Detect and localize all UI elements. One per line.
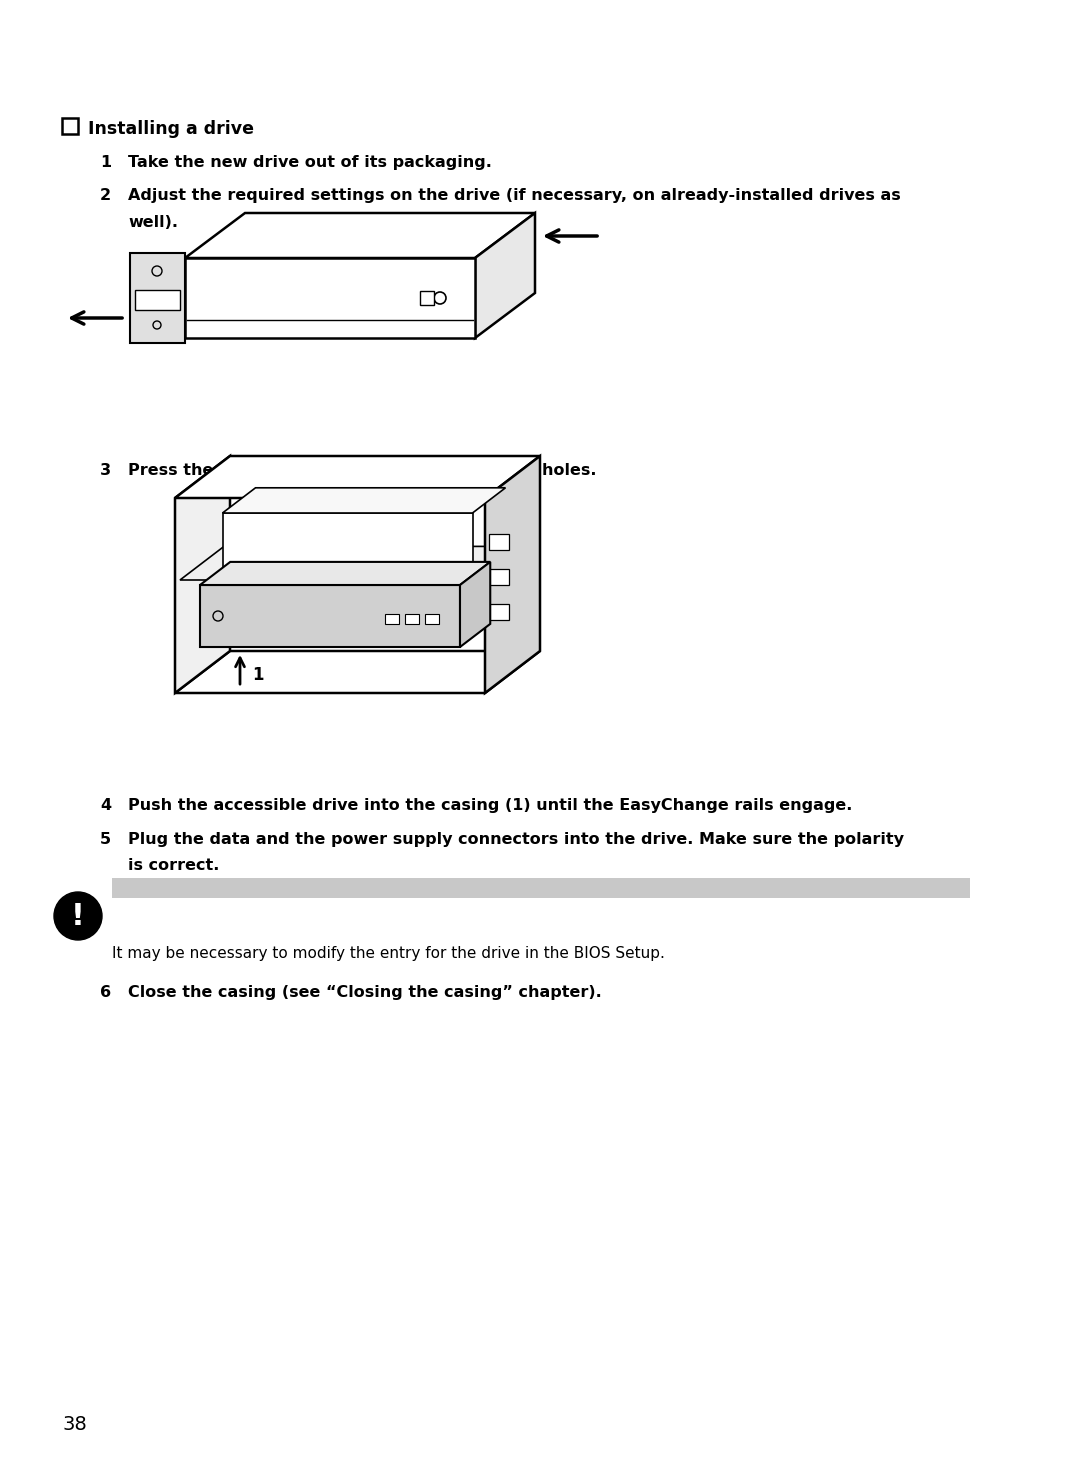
Polygon shape [175, 456, 540, 499]
Text: is correct.: is correct. [129, 858, 219, 872]
Polygon shape [485, 456, 540, 693]
Text: Push the accessible drive into the casing (1) until the EasyChange rails engage.: Push the accessible drive into the casin… [129, 797, 852, 813]
Polygon shape [175, 652, 540, 693]
FancyBboxPatch shape [426, 613, 438, 624]
Polygon shape [180, 546, 524, 580]
FancyBboxPatch shape [405, 613, 419, 624]
Polygon shape [185, 257, 475, 338]
FancyBboxPatch shape [384, 613, 399, 624]
Polygon shape [222, 488, 505, 513]
Text: It may be necessary to modify the entry for the drive in the BIOS Setup.: It may be necessary to modify the entry … [112, 946, 665, 961]
Text: 3: 3 [100, 463, 111, 478]
Text: 5: 5 [100, 833, 111, 847]
Polygon shape [130, 253, 185, 343]
Text: Installing a drive: Installing a drive [87, 121, 254, 138]
Polygon shape [175, 456, 230, 693]
FancyBboxPatch shape [420, 291, 434, 304]
Circle shape [54, 891, 102, 940]
Polygon shape [200, 585, 460, 647]
Polygon shape [475, 213, 535, 338]
FancyBboxPatch shape [62, 118, 78, 134]
Text: 1: 1 [252, 666, 264, 684]
Text: Plug the data and the power supply connectors into the drive. Make sure the pola: Plug the data and the power supply conne… [129, 833, 904, 847]
Text: 2: 2 [100, 188, 111, 203]
Text: Press the EasyChange rails into the provided holes.: Press the EasyChange rails into the prov… [129, 463, 596, 478]
FancyBboxPatch shape [489, 605, 509, 619]
FancyBboxPatch shape [135, 290, 180, 310]
Text: 38: 38 [62, 1415, 86, 1434]
Polygon shape [185, 213, 535, 257]
Polygon shape [222, 513, 473, 580]
FancyBboxPatch shape [112, 878, 970, 897]
Text: well).: well). [129, 215, 178, 229]
FancyBboxPatch shape [489, 569, 509, 585]
FancyBboxPatch shape [489, 534, 509, 550]
Polygon shape [200, 562, 490, 585]
Text: Adjust the required settings on the drive (if necessary, on already-installed dr: Adjust the required settings on the driv… [129, 188, 901, 203]
Text: Take the new drive out of its packaging.: Take the new drive out of its packaging. [129, 154, 491, 171]
Text: 4: 4 [100, 797, 111, 813]
Text: 6: 6 [100, 986, 111, 1000]
Text: Close the casing (see “Closing the casing” chapter).: Close the casing (see “Closing the casin… [129, 986, 602, 1000]
Text: !: ! [71, 902, 85, 931]
Text: 1: 1 [100, 154, 111, 171]
Polygon shape [460, 562, 490, 647]
